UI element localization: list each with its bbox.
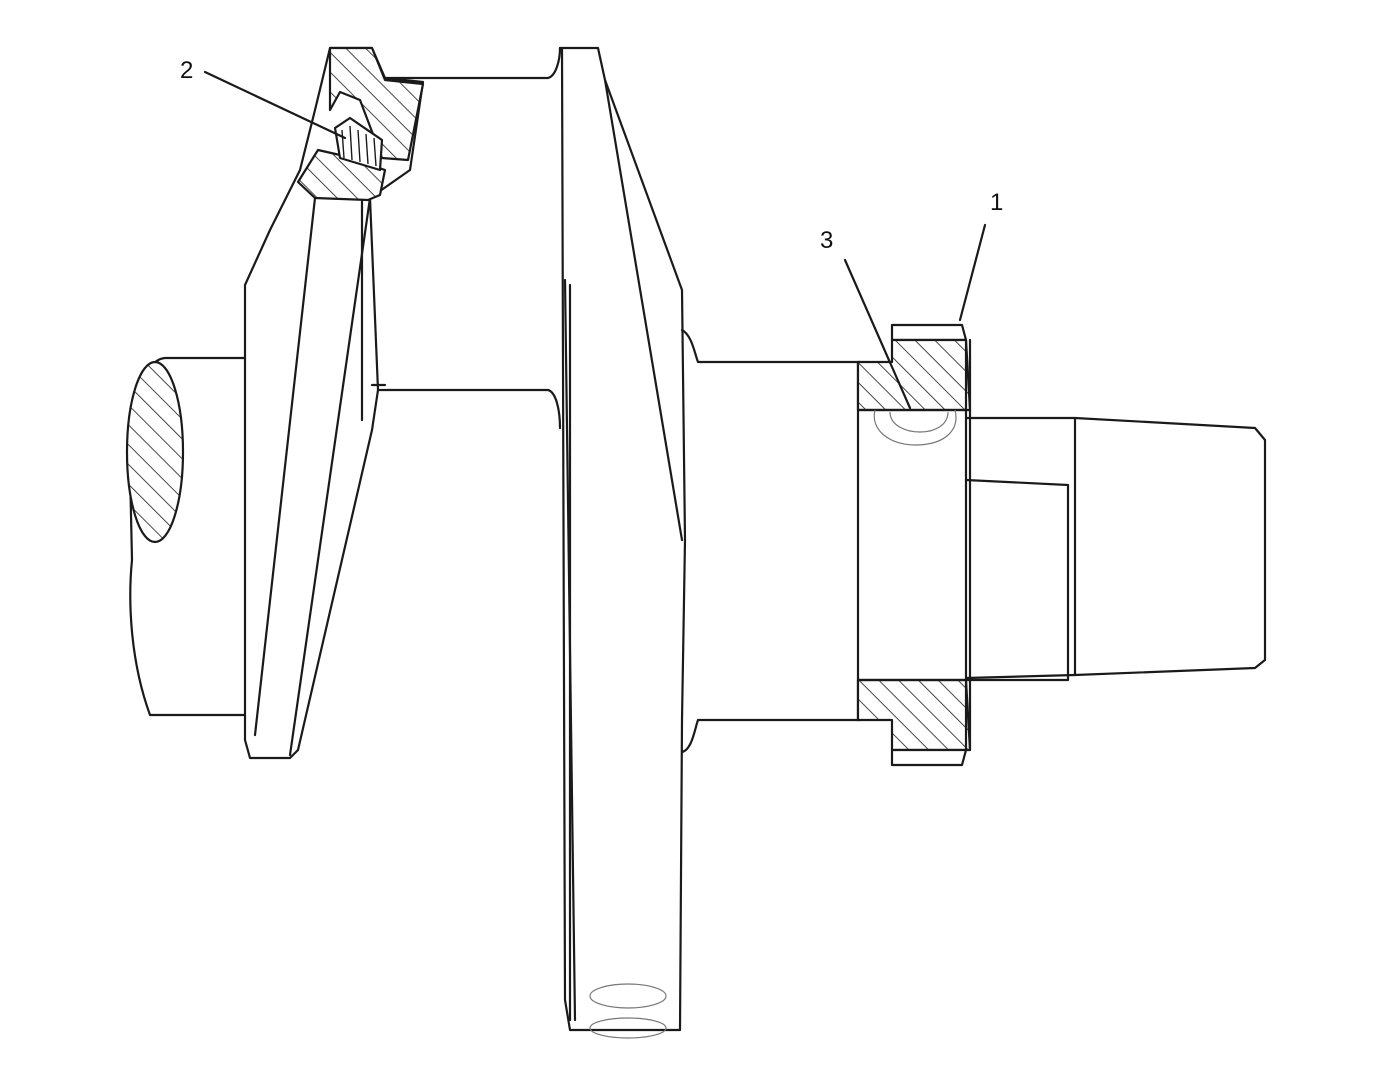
left-shaft-end	[125, 356, 247, 717]
callout-label-1: 1	[990, 189, 1003, 216]
shaft-end-right	[964, 416, 1267, 682]
center-crank-web	[558, 46, 687, 1039]
oil-passage-section	[296, 46, 425, 202]
plug-item-2	[333, 116, 384, 172]
callout-leaders	[203, 70, 987, 410]
callout-label-2: 2	[180, 57, 193, 84]
left-shaft-section	[125, 360, 185, 544]
leader-3	[843, 258, 912, 410]
oil-hole-lower	[589, 983, 667, 1009]
key-item-3	[873, 409, 957, 446]
leader-2	[203, 70, 347, 140]
callout-label-3: 3	[820, 227, 833, 254]
main-journal	[370, 46, 562, 430]
leader-1	[958, 223, 987, 322]
oil-hole-bottom	[589, 1017, 667, 1039]
gear-item-1	[856, 323, 972, 767]
output-shaft	[680, 328, 862, 754]
left-crank-web	[243, 46, 425, 760]
